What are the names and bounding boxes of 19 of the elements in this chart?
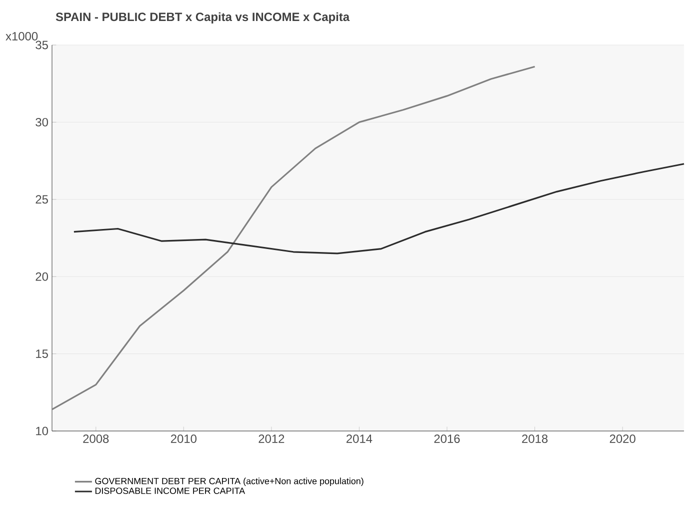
y-tick-label: 15	[36, 350, 48, 358]
y-tick-label: 35	[36, 40, 48, 50]
y-tick-label: 10	[36, 426, 48, 436]
y-tick-label: 25	[36, 195, 48, 204]
y-tick-label: 20	[36, 272, 48, 281]
y-tick-label: 30	[36, 118, 48, 126]
x-tick-label: 2008	[83, 434, 109, 443]
x-tick-label: 2012	[258, 434, 284, 443]
x-tick-label: 2010	[170, 434, 196, 443]
legend-label: GOVERNMENT DEBT PER CAPITA (active+Non active population)	[95, 478, 364, 486]
chart-title: SPAIN - PUBLIC DEBT x Capita vs INCOME x Capita	[56, 12, 350, 24]
x-tick-label: 2014	[346, 434, 372, 443]
y-axis-title: x1000	[6, 32, 38, 40]
legend-label: DISPOSABLE INCOME PER CAPITA	[95, 488, 246, 494]
x-tick-label: 2018	[522, 434, 548, 443]
x-tick-label: 2016	[434, 434, 460, 443]
line-series	[73, 163, 685, 254]
line-series	[51, 66, 536, 410]
x-tick-label: 2020	[610, 434, 636, 443]
